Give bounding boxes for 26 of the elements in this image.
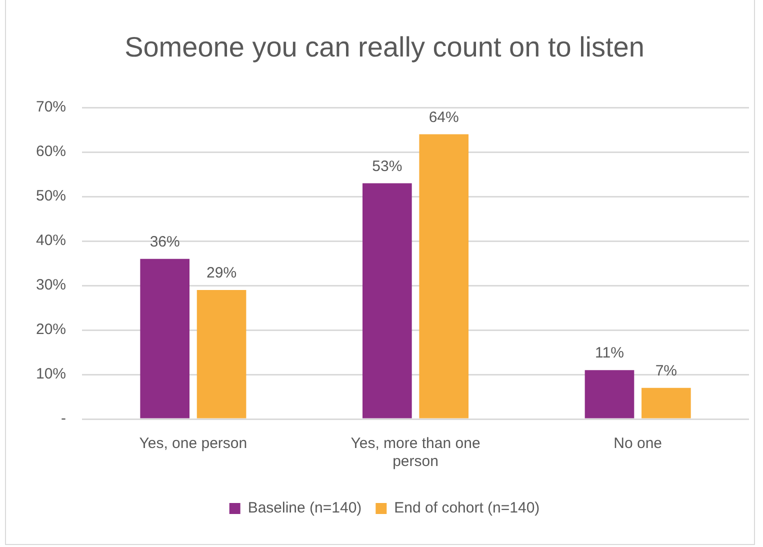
bar: [642, 388, 691, 418]
x-tick-label: Yes, more than one person: [350, 435, 480, 470]
y-tick-label: 60%: [36, 143, 66, 160]
data-label: 7%: [655, 362, 678, 380]
y-tick-label: 10%: [36, 366, 66, 383]
data-label: 11%: [595, 344, 624, 362]
bar: [419, 134, 469, 418]
bar: [140, 258, 190, 418]
data-label: 36%: [150, 233, 180, 250]
data-label: 64%: [428, 108, 459, 126]
x-tick-label: Yes, one person: [139, 435, 248, 452]
y-tick-label: 50%: [36, 188, 66, 205]
y-tick-label: 30%: [36, 276, 66, 294]
y-tick-label: 20%: [36, 321, 66, 338]
bar: [196, 290, 246, 418]
data-label: 29%: [206, 264, 237, 282]
bar: [584, 370, 634, 418]
data-label: 53%: [372, 158, 402, 175]
legend-label: End of cohort (n=140): [394, 500, 540, 517]
y-tick-label: -: [61, 410, 66, 428]
y-tick-label: 40%: [36, 232, 66, 250]
y-tick-label: 70%: [36, 98, 66, 116]
chart-title: Someone you can really count on to listen: [124, 32, 644, 63]
legend-label: Baseline (n=140): [248, 500, 362, 517]
bar: [362, 183, 412, 418]
x-tick-label: No one: [614, 435, 662, 452]
